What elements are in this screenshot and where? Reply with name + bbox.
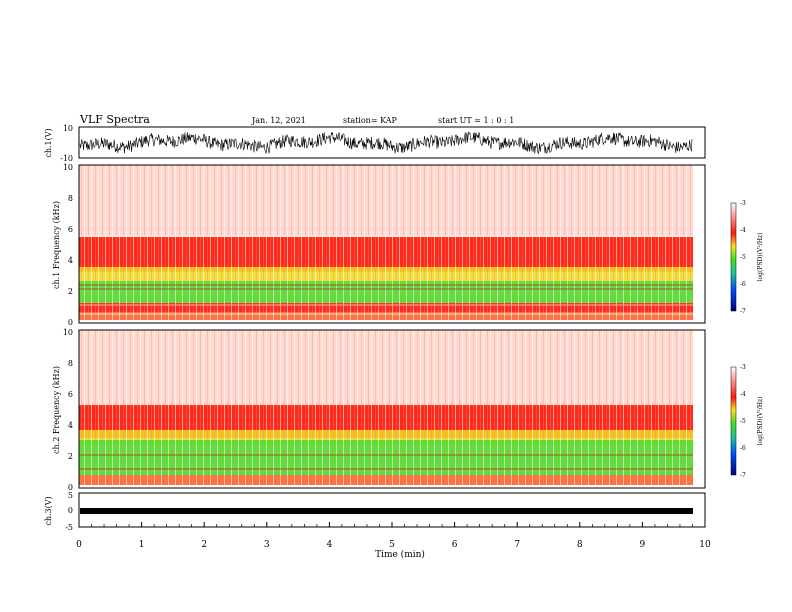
ch3-waveform-panel: 5 0 -5 ch.3(V): [44, 491, 706, 532]
ch1-spectrogram-panel: 10 8 6 4 2 0 ch.1 Frequency (kHz): [52, 163, 706, 327]
ch2-spectrogram-ylabel: ch.2 Frequency (kHz): [52, 366, 61, 454]
x-tick-label: 0: [76, 540, 82, 550]
station-label: station= KAP: [343, 116, 398, 125]
ch1-spec-ytick-8: 8: [68, 194, 73, 203]
ch2-cbar-tick-6: -6: [740, 445, 746, 452]
ch2-spec-ytick-4: 4: [68, 421, 73, 430]
ch1-cbar-tick-3: -3: [740, 200, 746, 207]
ch1-cbar-tick-5: -5: [740, 254, 746, 261]
ch3-ytick-5: 5: [68, 491, 73, 500]
ch1-ytick-top: 10: [63, 124, 73, 133]
x-tick-label: 5: [389, 540, 395, 550]
start-time-label: start UT = 1 : 0 : 1: [438, 116, 514, 125]
ch2-cbar-tick-4: -4: [740, 391, 746, 398]
ch2-spec-ytick-0: 0: [68, 483, 73, 492]
ch1-cbar-tick-6: -6: [740, 281, 746, 288]
ch3-waveform-ylabel: ch.3(V): [44, 496, 53, 525]
ch2-cbar-tick-3: -3: [740, 364, 746, 371]
x-tick-label: 10: [699, 540, 711, 550]
ch1-colorbar-label: log(PSD)(V²/Hz): [757, 233, 764, 282]
date-label: Jan. 12, 2021: [251, 116, 306, 125]
time-axis: 0 1 2 3 4 5 6 7 8 9 10: [76, 522, 711, 550]
ch2-cbar-tick-5: -5: [740, 418, 746, 425]
ch1-spec-ytick-2: 2: [68, 287, 73, 296]
ch1-colorbar: -3 -4 -5 -6 -7 log(PSD)(V²/Hz): [730, 200, 764, 315]
ch1-waveform-panel: 10 -10 ch.1(V): [44, 124, 706, 163]
time-axis-label: Time (min): [375, 549, 425, 560]
ch2-cbar-tick-7: -7: [740, 472, 746, 479]
ch2-spec-ytick-2: 2: [68, 452, 73, 461]
ch3-ytick-minus5: -5: [65, 523, 73, 532]
ch1-ytick-bottom: -10: [60, 154, 73, 163]
ch1-waveform-trace: [79, 131, 693, 155]
ch2-colorbar: -3 -4 -5 -6 -7 log(PSD)(V²/Hz): [730, 364, 764, 479]
ch1-spec-ytick-10: 10: [63, 163, 73, 172]
ch1-cbar-tick-7: -7: [740, 308, 746, 315]
ch1-spec-ytick-6: 6: [68, 225, 73, 234]
x-tick-label: 3: [264, 540, 270, 550]
figure-title: VLF Spectra: [79, 113, 150, 126]
ch2-spec-ytick-10: 10: [63, 328, 73, 337]
x-tick-label: 1: [139, 540, 145, 550]
ch2-spec-ytick-6: 6: [68, 390, 73, 399]
ch3-ytick-0: 0: [68, 506, 73, 515]
ch2-spectrogram-panel: 10 8 6 4 2 0 ch.2 Frequency (kHz): [52, 328, 706, 492]
ch1-waveform-ylabel: ch.1(V): [44, 128, 53, 157]
ch1-spectrogram-ylabel: ch.1 Frequency (kHz): [52, 201, 61, 289]
x-tick-label: 4: [327, 540, 333, 550]
ch2-spec-ytick-8: 8: [68, 359, 73, 368]
ch3-waveform-trace: [80, 508, 693, 514]
ch2-colorbar-label: log(PSD)(V²/Hz): [757, 397, 764, 446]
x-tick-label: 8: [577, 540, 583, 550]
ch1-cbar-tick-4: -4: [740, 227, 746, 234]
x-tick-label: 7: [514, 540, 520, 550]
x-tick-label: 6: [452, 540, 458, 550]
ch1-spec-ytick-0: 0: [68, 318, 73, 327]
x-tick-label: 2: [201, 540, 207, 550]
x-tick-label: 9: [640, 540, 646, 550]
ch1-spec-ytick-4: 4: [68, 256, 73, 265]
